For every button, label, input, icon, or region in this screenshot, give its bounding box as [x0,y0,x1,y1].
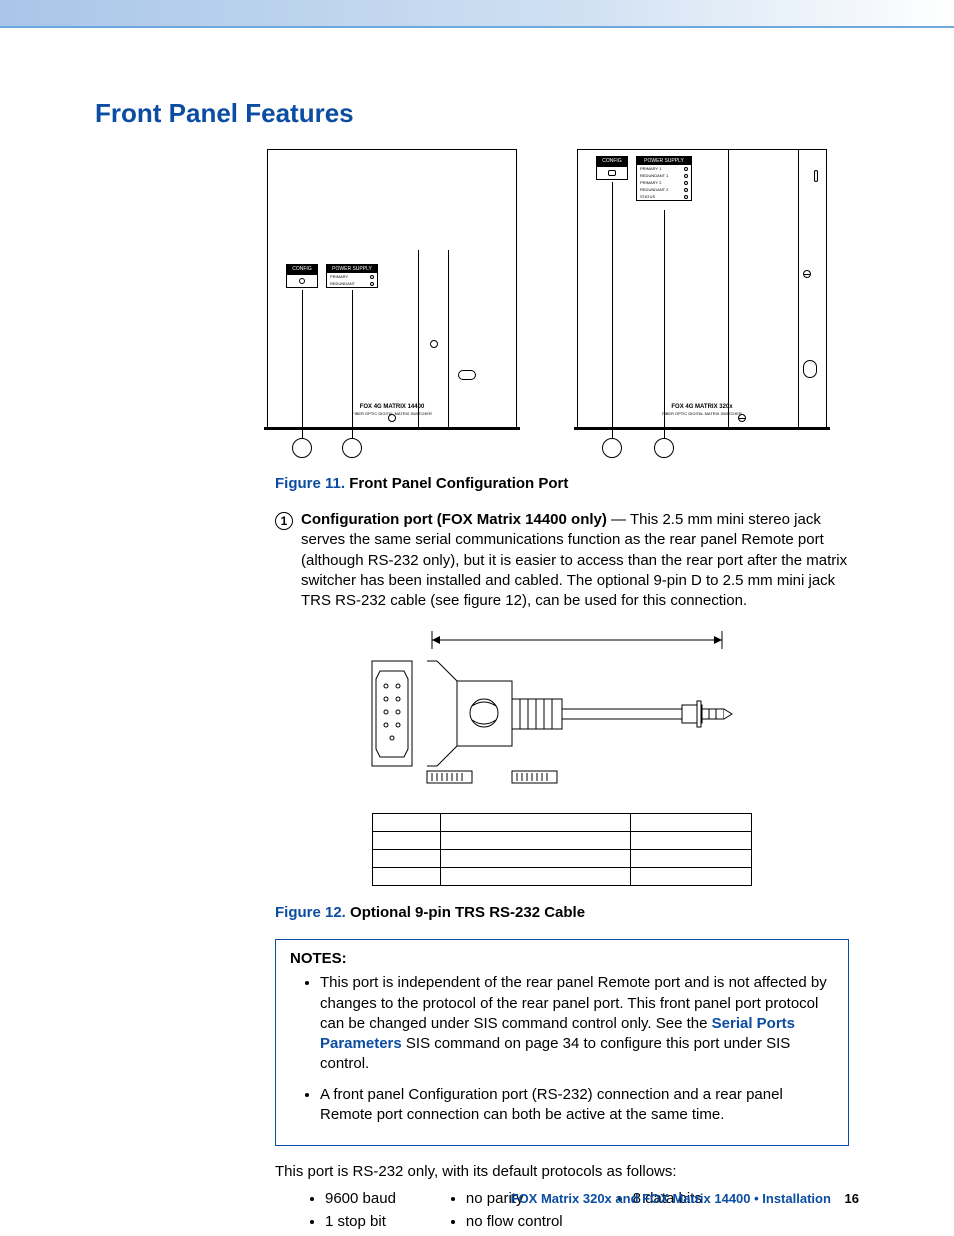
config-port-icon [596,166,628,180]
ps-row-label: PRIMARY 2 [640,180,661,185]
panel-diagrams: CONFIG POWER SUPPLY PRIMARY REDUNDANT FO… [235,149,859,429]
page-content: Front Panel Features CONFIG POWER SUPPLY… [0,28,954,1236]
screw-icon [803,270,811,278]
figure-label: Figure 11. [275,475,345,492]
ps-row-label: PRIMARY [330,274,348,279]
figure-label: Figure 12. [275,904,346,921]
config-port-icon [286,274,318,288]
model-label: FOX 4G MATRIX 320x [578,404,826,410]
power-supply-box: POWER SUPPLY PRIMARY 1 REDUNDANT 1 PRIMA… [636,156,692,201]
callout-circle [292,438,312,458]
figure-title: Optional 9-pin TRS RS-232 Cable [350,904,585,921]
callout-circle [654,438,674,458]
ps-row-label: STATUS [640,194,655,199]
protocol-intro: This port is RS-232 only, with its defau… [275,1162,849,1182]
notes-box: NOTES: This port is independent of the r… [275,939,849,1146]
protocol-item: no flow control [466,1213,563,1230]
screw-icon [430,340,438,348]
notes-heading: NOTES: [290,950,834,967]
ps-row-label: REDUNDANT 2 [640,187,668,192]
callout-number-icon: 1 [275,512,293,530]
ps-header: POWER SUPPLY [327,265,377,273]
config-label-box: CONFIG [596,156,628,166]
callout-paragraph: 1 Configuration port (FOX Matrix 14400 o… [275,510,849,611]
section-heading: Front Panel Features [95,98,859,129]
ps-row-label: REDUNDANT 1 [640,173,668,178]
ps-row-label: REDUNDANT [330,281,355,286]
diagram-left: CONFIG POWER SUPPLY PRIMARY REDUNDANT FO… [267,149,517,429]
notes-item: This port is independent of the rear pan… [320,973,834,1074]
ps-header: POWER SUPPLY [637,157,691,165]
callout-circle [342,438,362,458]
slot-icon [803,360,817,378]
callout-circle [602,438,622,458]
footer-title: FOX Matrix 320x and FOX Matrix 14400 • I… [511,1191,831,1206]
figure-12-caption: Figure 12. Optional 9-pin TRS RS-232 Cab… [275,904,849,921]
protocol-item: 1 stop bit [325,1213,396,1230]
notes-item: A front panel Configuration port (RS-232… [320,1085,834,1126]
cable-param-table [372,813,752,886]
callout-bold: Configuration port (FOX Matrix 14400 onl… [301,511,607,528]
protocol-item: 9600 baud [325,1190,396,1207]
page-footer: FOX Matrix 320x and FOX Matrix 14400 • I… [511,1191,859,1206]
callout-text: Configuration port (FOX Matrix 14400 onl… [301,510,849,611]
model-label: FOX 4G MATRIX 14400 [268,404,516,410]
power-supply-box: POWER SUPPLY PRIMARY REDUNDANT [326,264,378,288]
ps-row-label: PRIMARY 1 [640,166,661,171]
cable-diagram [362,621,762,801]
figure-title: Front Panel Configuration Port [349,475,568,492]
figure-11-caption: Figure 11. Front Panel Configuration Por… [275,475,859,492]
diagram-right: CONFIG POWER SUPPLY PRIMARY 1 REDUNDANT … [577,149,827,429]
model-sublabel: FIBER OPTIC DIGITAL MATRIX SWITCHER [268,411,516,416]
top-gradient-bar [0,0,954,28]
config-label-box: CONFIG [286,264,318,274]
model-sublabel: FIBER OPTIC DIGITAL MATRIX SWITCHER [578,411,826,416]
footer-page-number: 16 [845,1191,859,1206]
slot-icon [458,370,476,380]
